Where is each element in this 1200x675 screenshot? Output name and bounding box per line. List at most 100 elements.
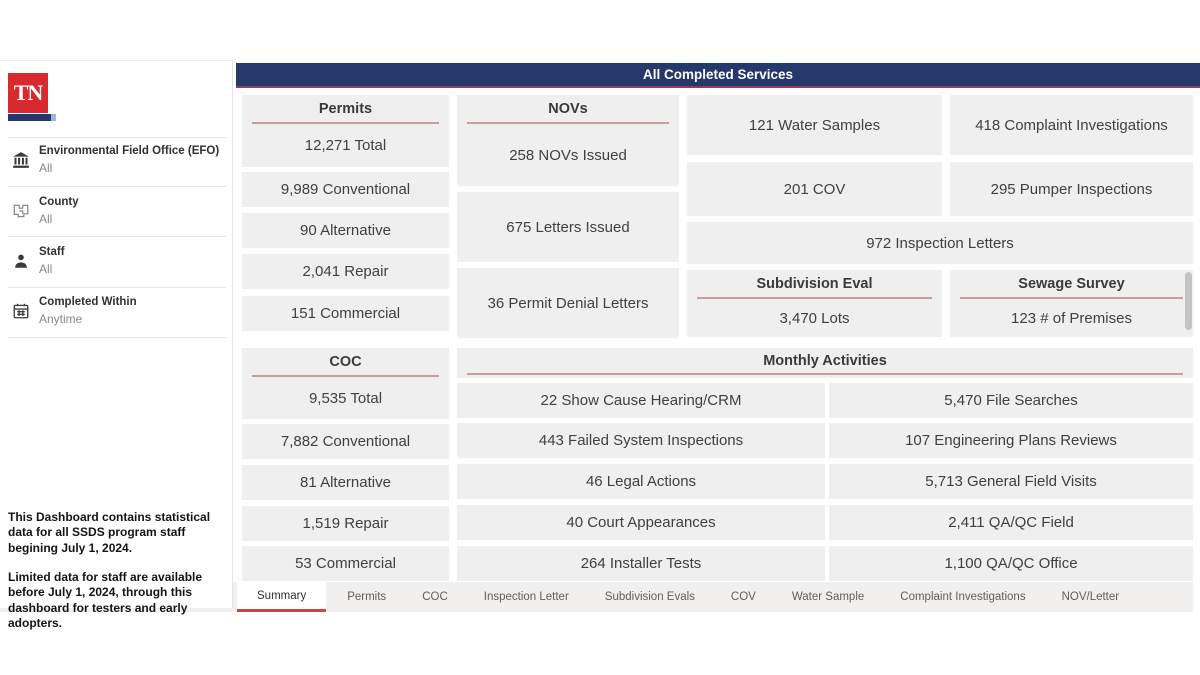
- legal-actions-card: 46 Legal Actions: [457, 464, 825, 499]
- filter-efo[interactable]: Environmental Field Office (EFO) All: [10, 144, 228, 186]
- divider: [8, 287, 226, 288]
- tn-logo-text: TN: [13, 80, 44, 105]
- page-title: All Completed Services: [642, 67, 794, 82]
- kpi-value: 5,470 File Searches: [944, 392, 1078, 409]
- water-samples-card: 121 Water Samples: [687, 95, 942, 155]
- tab-inspection-letter[interactable]: Inspection Letter: [472, 582, 581, 612]
- title-rule: [697, 297, 932, 299]
- card-title: Subdivision Eval: [756, 276, 873, 292]
- file-searches-card: 5,470 File Searches: [829, 383, 1193, 418]
- filter-value: All: [39, 262, 53, 276]
- letters-issued-card: 675 Letters Issued: [457, 192, 679, 262]
- kpi-value: 201 COV: [783, 180, 846, 198]
- kpi-value: 7,882 Conventional: [280, 433, 411, 450]
- tab-label: Subdivision Evals: [604, 591, 695, 603]
- complaint-investigations-card: 418 Complaint Investigations: [950, 95, 1193, 155]
- title-rule: [252, 375, 439, 377]
- scrollbar-thumb[interactable]: [1185, 272, 1192, 330]
- tab-complaint-investigations[interactable]: Complaint Investigations: [888, 582, 1037, 612]
- pumper-inspections-card: 295 Pumper Inspections: [950, 162, 1193, 216]
- tn-logo-bar-tip: [51, 114, 56, 121]
- filter-label: Completed Within: [39, 296, 137, 308]
- permits-header-card: Permits 12,271 Total: [242, 95, 449, 167]
- tab-label: NOV/Letter: [1061, 591, 1120, 603]
- permits-conventional-card: 9,989 Conventional: [242, 172, 449, 207]
- tab-cov[interactable]: COV: [719, 582, 768, 612]
- filter-value: All: [39, 161, 53, 175]
- kpi-value: 1,100 QA/QC Office: [944, 555, 1078, 572]
- divider: [8, 337, 226, 338]
- kpi-value: 53 Commercial: [295, 555, 396, 572]
- card-title: NOVs: [548, 101, 588, 117]
- monthly-activities-header: Monthly Activities: [457, 348, 1193, 378]
- filter-value: Anytime: [39, 312, 83, 326]
- tab-label: Permits: [347, 591, 387, 603]
- kpi-value: 107 Engineering Plans Reviews: [905, 432, 1117, 449]
- kpi-value: 12,271 Total: [304, 137, 387, 154]
- coc-conventional-card: 7,882 Conventional: [242, 424, 449, 459]
- permit-denial-letters-card: 36 Permit Denial Letters: [457, 268, 679, 338]
- general-field-visits-card: 5,713 General Field Visits: [829, 464, 1193, 499]
- filter-text: Environmental Field Office (EFO) All: [39, 144, 228, 175]
- novs-header-card: NOVs 258 NOVs Issued: [457, 95, 679, 186]
- report-title-bar: All Completed Services: [236, 63, 1200, 88]
- cov-card: 201 COV: [687, 162, 942, 216]
- tab-label: COV: [730, 591, 756, 603]
- show-cause-hearing-card: 22 Show Cause Hearing/CRM: [457, 383, 825, 418]
- engineering-plans-reviews-card: 107 Engineering Plans Reviews: [829, 423, 1193, 458]
- kpi-value: 1,519 Repair: [302, 515, 389, 532]
- kpi-value: 9,989 Conventional: [280, 181, 411, 198]
- filter-label: Environmental Field Office (EFO): [39, 145, 220, 157]
- filter-county[interactable]: County All: [10, 195, 228, 237]
- filter-sidebar: TN Environmental Field Office (EFO) All …: [0, 60, 233, 630]
- kpi-value: 9,535 Total: [308, 389, 383, 407]
- permits-commercial-card: 151 Commercial: [242, 296, 449, 331]
- calendar-icon: [12, 302, 30, 320]
- filter-text: Staff All: [39, 245, 228, 276]
- filter-text: County All: [39, 195, 228, 226]
- title-rule: [960, 297, 1183, 299]
- note-paragraph: Limited data for staff are available bef…: [8, 570, 203, 631]
- kpi-value: 418 Complaint Investigations: [975, 116, 1168, 134]
- tn-logo-square: TN: [8, 73, 48, 113]
- coc-header-card: COC 9,535 Total: [242, 348, 449, 419]
- tab-coc[interactable]: COC: [410, 582, 460, 612]
- title-rule: [252, 122, 439, 124]
- kpi-value: 40 Court Appearances: [566, 514, 716, 531]
- coc-repair-card: 1,519 Repair: [242, 506, 449, 541]
- coc-commercial-card: 53 Commercial: [242, 546, 449, 581]
- card-title: Sewage Survey: [1018, 276, 1125, 292]
- kpi-value: 2,411 QA/QC Field: [948, 514, 1074, 531]
- tn-logo: TN: [8, 73, 56, 121]
- filter-label: County: [39, 196, 79, 208]
- sewage-survey-card: Sewage Survey 123 # of Premises: [950, 270, 1193, 337]
- kpi-value: 121 Water Samples: [748, 116, 881, 134]
- divider: [8, 186, 226, 187]
- filter-label: Staff: [39, 246, 65, 258]
- filter-completed-within[interactable]: Completed Within Anytime: [10, 295, 228, 337]
- divider: [8, 236, 226, 237]
- filter-value: All: [39, 212, 53, 226]
- note-paragraph: This Dashboard contains statistical data…: [8, 510, 211, 555]
- card-title: COC: [329, 354, 362, 370]
- kpi-value: 46 Legal Actions: [585, 473, 697, 490]
- dashboard-notes: This Dashboard contains statistical data…: [8, 510, 229, 646]
- coc-alternative-card: 81 Alternative: [242, 465, 449, 500]
- kpi-value: 443 Failed System Inspections: [538, 432, 744, 449]
- filter-staff[interactable]: Staff All: [10, 245, 228, 287]
- permits-repair-card: 2,041 Repair: [242, 254, 449, 289]
- kpi-value: 258 NOVs Issued: [509, 146, 627, 164]
- installer-tests-card: 264 Installer Tests: [457, 546, 825, 581]
- kpi-value: 5,713 General Field Visits: [925, 473, 1097, 490]
- tab-nov-letter[interactable]: NOV/Letter: [1050, 582, 1132, 612]
- tab-label: Complaint Investigations: [900, 591, 1026, 603]
- qaqc-field-card: 2,411 QA/QC Field: [829, 505, 1193, 540]
- tab-subdivision-evals[interactable]: Subdivision Evals: [593, 582, 707, 612]
- tab-summary[interactable]: Summary: [237, 582, 327, 612]
- permits-alternative-card: 90 Alternative: [242, 213, 449, 248]
- tab-permits[interactable]: Permits: [335, 582, 398, 612]
- title-rule: [467, 373, 1183, 375]
- tab-label: Inspection Letter: [483, 591, 569, 603]
- tab-water-sample[interactable]: Water Sample: [780, 582, 876, 612]
- kpi-value: 90 Alternative: [300, 222, 391, 239]
